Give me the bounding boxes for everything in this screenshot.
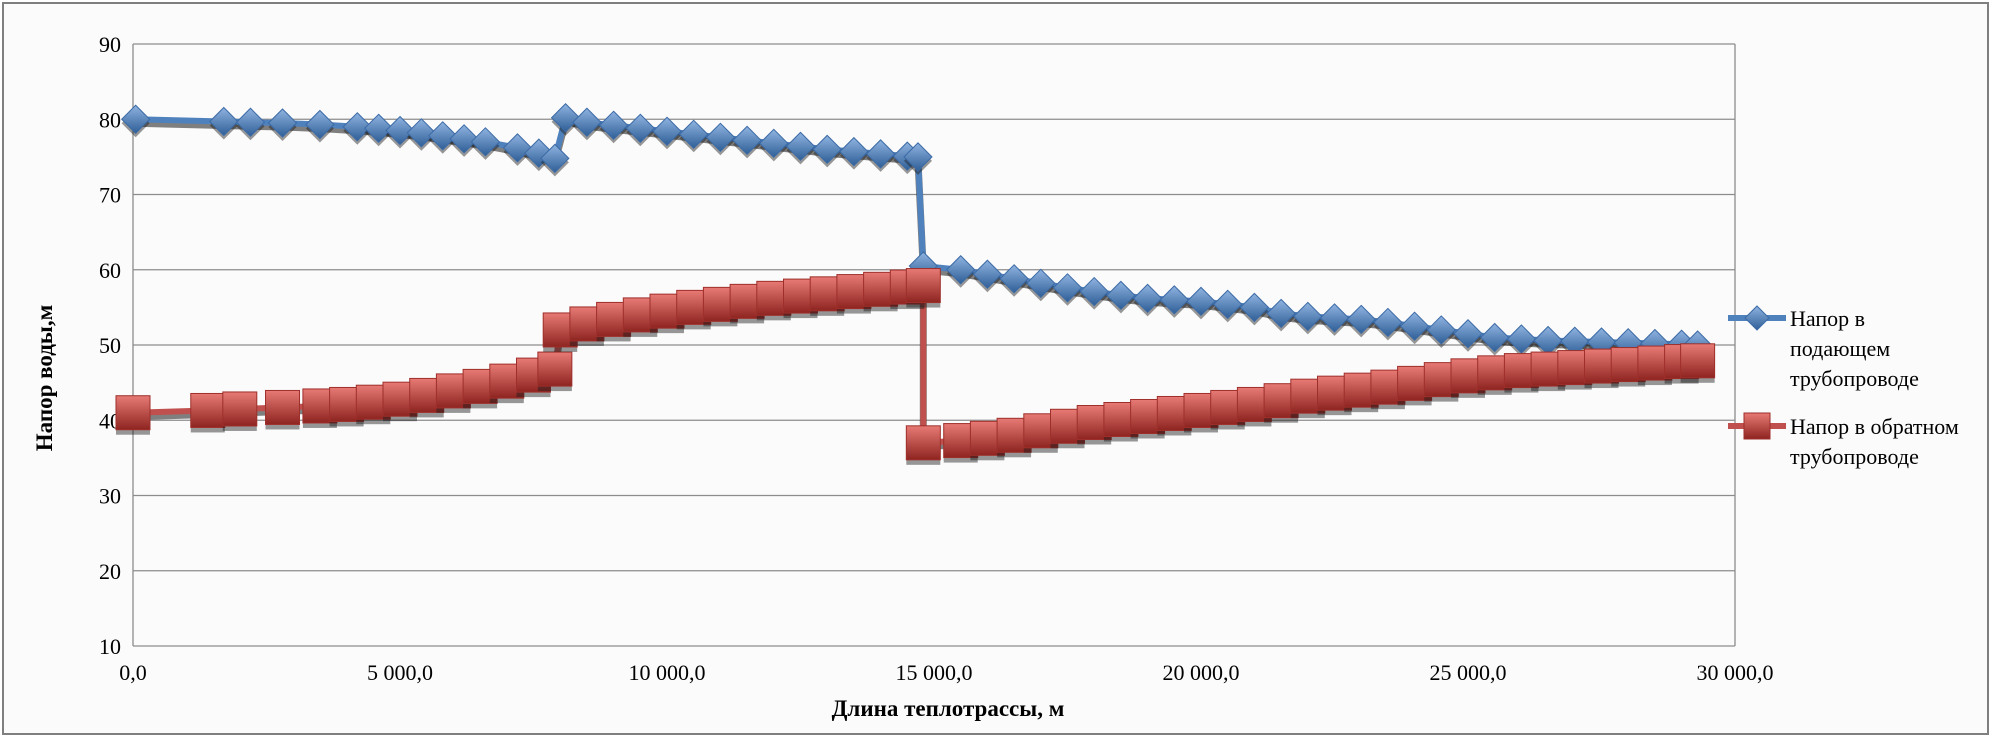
legend-label: Напор в <box>1790 306 1865 331</box>
supply-data-point <box>540 143 570 174</box>
supply-data-point <box>342 112 372 142</box>
supply-data-point <box>625 113 656 143</box>
x-tick-label: 10 000,0 <box>629 660 706 685</box>
supply-data-point <box>406 118 437 148</box>
legend-label: подающем <box>1790 336 1890 361</box>
supply-data-point <box>550 103 581 133</box>
supply-data-point <box>1426 315 1457 345</box>
return-data-point <box>537 351 573 387</box>
supply-data-point <box>865 139 896 169</box>
x-tick-label: 20 000,0 <box>1163 660 1240 685</box>
return-data-point <box>222 391 258 427</box>
supply-data-point <box>1212 289 1243 320</box>
y-tick-label: 30 <box>99 484 121 509</box>
supply-data-point <box>1319 303 1350 333</box>
supply-data-point <box>732 125 762 156</box>
supply-data-point <box>759 128 789 159</box>
legend-marker <box>1744 305 1770 331</box>
legend: Напор в подающем трубопроводе Напор в обрат… <box>1728 305 1959 469</box>
return-data-point <box>115 395 151 431</box>
supply-data-point <box>267 108 298 138</box>
supply-data-point <box>1079 276 1109 307</box>
y-tick-label: 70 <box>99 183 121 208</box>
supply-data-point <box>209 106 239 137</box>
supply-data-point <box>1479 322 1510 353</box>
supply-data-point <box>1026 268 1056 299</box>
return-data-point <box>905 268 941 304</box>
supply-data-point <box>470 127 501 157</box>
supply-data-point <box>598 110 629 140</box>
supply-data-point <box>1453 319 1483 349</box>
supply-data-point <box>705 122 736 153</box>
supply-data-point <box>999 264 1029 294</box>
supply-data-point <box>1373 307 1403 338</box>
x-tick-label: 5 000,0 <box>367 660 433 685</box>
supply-data-point <box>945 255 976 285</box>
supply-data-point <box>785 131 816 162</box>
supply-data-point <box>1266 298 1296 329</box>
x-axis-ticks: 0,0 5 000,0 10 000,0 15 000,0 20 000,0 25 000… <box>119 660 1773 685</box>
supply-data-point <box>1239 292 1270 323</box>
x-tick-label: 25 000,0 <box>1430 660 1507 685</box>
return-data-point <box>265 389 301 425</box>
supply-data-point <box>305 109 335 140</box>
x-axis-title: Длина теплотрассы, м <box>832 696 1065 721</box>
supply-data-point <box>1293 301 1323 332</box>
x-tick-label: 30 000,0 <box>1697 660 1774 685</box>
legend-label: трубопроводе <box>1790 366 1919 391</box>
supply-data-point <box>363 113 394 143</box>
supply-data-point <box>572 107 602 137</box>
supply-data-point <box>812 134 842 165</box>
supply-data-point <box>839 136 869 167</box>
supply-data-point <box>428 121 458 151</box>
supply-data-point <box>502 133 533 163</box>
supply-data-point <box>652 116 682 146</box>
y-axis-title: Напор воды,м <box>32 305 57 452</box>
legend-marker <box>1743 412 1771 440</box>
y-tick-label: 10 <box>99 634 121 659</box>
supply-data-point <box>1186 286 1216 317</box>
x-tick-label: 0,0 <box>119 660 147 685</box>
x-tick-label: 15 000,0 <box>896 660 973 685</box>
legend-label: трубопроводе <box>1790 444 1919 469</box>
supply-data-point <box>903 142 933 172</box>
supply-data-point <box>1132 283 1163 314</box>
supply-data-point <box>678 119 709 150</box>
supply-data-point <box>1159 285 1190 315</box>
supply-data-point <box>1346 304 1376 335</box>
supply-data-point <box>385 115 415 146</box>
supply-data-point <box>235 107 266 137</box>
supply-data-point <box>449 124 479 154</box>
supply-data-point <box>1106 280 1136 311</box>
y-tick-label: 90 <box>99 32 121 57</box>
supply-data-point <box>972 259 1003 289</box>
supply-data-point <box>1506 324 1537 354</box>
return-data-point <box>1680 343 1716 379</box>
supply-data-point <box>1399 311 1430 341</box>
supply-data-point <box>120 104 151 134</box>
y-tick-label: 20 <box>99 559 121 584</box>
series-layer <box>115 103 1716 465</box>
y-tick-label: 60 <box>99 258 121 283</box>
supply-data-point <box>1052 273 1083 303</box>
return-data-point <box>190 392 226 428</box>
return-data-point <box>905 425 941 461</box>
y-tick-label: 50 <box>99 333 121 358</box>
y-tick-label: 80 <box>99 107 121 132</box>
legend-label: Напор в обратном <box>1790 414 1959 439</box>
